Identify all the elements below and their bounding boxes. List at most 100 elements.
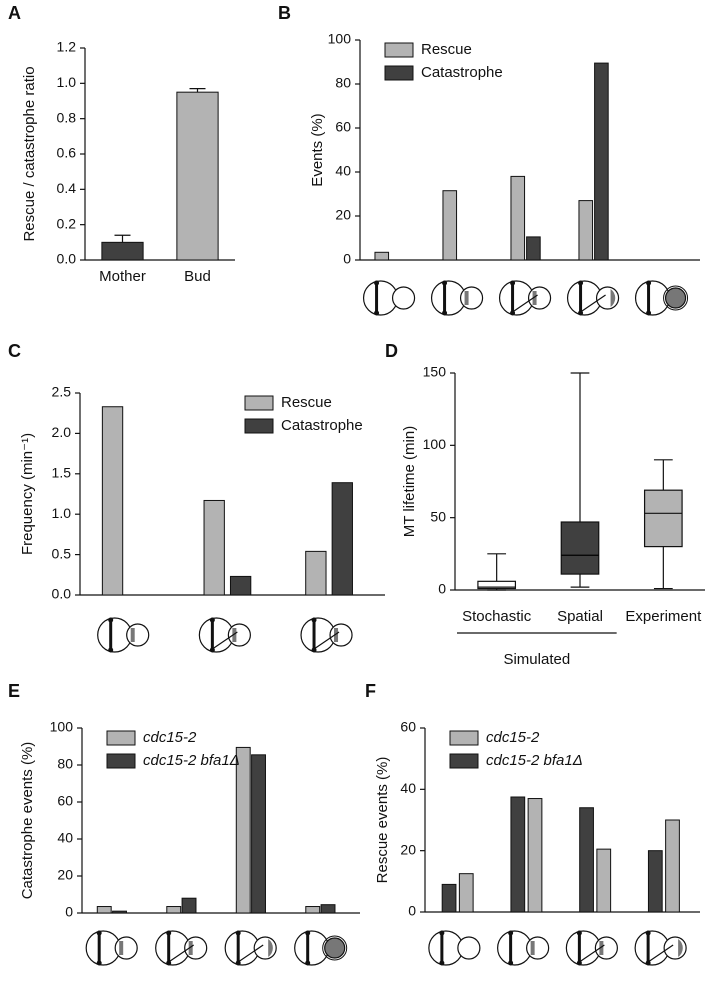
bud-neck-stripe — [232, 628, 237, 642]
microtubule — [313, 631, 340, 650]
y-tick-label: 0.0 — [52, 586, 72, 602]
y-tick-label: 60 — [335, 119, 351, 135]
bud-neck-stripe — [464, 291, 469, 305]
y-tick-label: 0.6 — [57, 145, 77, 161]
y-tick-label: 100 — [328, 31, 352, 47]
bar — [510, 796, 526, 913]
legend-swatch — [384, 65, 414, 81]
y-tick-label: 80 — [57, 756, 73, 772]
cell-bud — [126, 623, 150, 647]
bar — [510, 175, 526, 261]
panel-letter: B — [278, 3, 291, 23]
spb — [645, 930, 651, 936]
y-tick-label: 0.2 — [57, 215, 77, 231]
spb — [442, 310, 448, 316]
spb — [374, 310, 380, 316]
bar — [203, 499, 225, 596]
microtubule — [512, 294, 538, 313]
legend-label: Catastrophe — [281, 417, 363, 434]
bar — [596, 848, 612, 913]
bar — [320, 904, 336, 914]
x-tick-label: Experiment — [625, 608, 702, 625]
y-axis-label: Events (%) — [309, 113, 326, 186]
x-tick-label: Bud — [184, 268, 211, 285]
microtubule — [168, 944, 195, 963]
bar — [181, 897, 197, 914]
x-tick-label: Mother — [99, 268, 146, 285]
spb — [646, 280, 652, 286]
panel-letter: D — [385, 341, 398, 361]
cell-bud — [664, 287, 687, 309]
bar — [579, 807, 594, 913]
y-tick-label: 20 — [400, 841, 416, 857]
legend-swatch — [449, 753, 479, 769]
spb — [439, 960, 445, 966]
y-tick-label: 1.0 — [52, 505, 72, 521]
panel-letter: F — [365, 681, 376, 701]
bar — [647, 850, 663, 913]
y-tick-label: 0 — [408, 903, 416, 919]
bar — [305, 550, 327, 596]
spb — [510, 280, 516, 286]
x-tick-label: Stochastic — [462, 608, 532, 625]
y-tick-label: 0 — [438, 581, 446, 597]
bud-neck-stripe — [188, 941, 193, 955]
bar — [229, 575, 252, 596]
spb — [374, 280, 380, 286]
panel-letter: A — [8, 3, 21, 23]
cell-bud-outline — [322, 935, 348, 961]
bar — [112, 910, 127, 914]
y-tick-label: 1.5 — [52, 465, 72, 481]
spb — [311, 617, 317, 623]
error-bar — [189, 88, 206, 93]
cell-bud — [329, 623, 353, 647]
spb — [305, 930, 311, 936]
legend-swatch — [244, 395, 274, 411]
cell-bud — [184, 936, 208, 960]
bud-neck-stripe — [130, 628, 135, 642]
spb — [108, 617, 114, 623]
y-axis-label: Rescue events (%) — [374, 757, 391, 884]
y-tick-label: 100 — [423, 436, 447, 452]
spb — [96, 960, 102, 966]
bud-neck-stripe — [119, 941, 124, 955]
bud-cap — [268, 939, 273, 957]
y-tick-label: 0.5 — [52, 545, 72, 561]
bar — [441, 883, 457, 913]
cell-bud — [595, 286, 620, 310]
spb — [235, 930, 241, 936]
y-tick-label: 60 — [400, 719, 416, 735]
spb — [508, 930, 514, 936]
panel: F Rescue events (%) 0 20 40 60 cdc15-2 cdc15-2 … — [365, 681, 700, 966]
bar — [96, 906, 112, 914]
cell-bud — [459, 286, 484, 310]
box — [560, 521, 600, 575]
bud-cap — [610, 289, 616, 307]
y-tick-label: 100 — [50, 719, 74, 735]
legend-label: cdc15-2 bfa1Δ — [143, 752, 240, 769]
legend-label: Rescue — [421, 41, 472, 58]
cell-bud — [527, 286, 552, 310]
panel: B Events (%) 0 20 40 60 80 100 Rescue Catastrophe — [278, 3, 700, 316]
y-tick-label: 20 — [57, 867, 73, 883]
microtubule — [580, 294, 606, 313]
y-tick-label: 1.0 — [57, 74, 77, 90]
y-tick-label: 80 — [335, 75, 351, 91]
panel: E Catastrophe events (%) 0 20 40 60 80 100 cdc15… — [8, 681, 360, 966]
cell-bud — [457, 936, 481, 960]
bud-cap — [678, 939, 683, 957]
y-tick-label: 50 — [430, 508, 446, 524]
error-bar — [114, 234, 131, 243]
y-tick-label: 0 — [65, 904, 73, 920]
y-axis-label: Catastrophe events (%) — [19, 742, 36, 900]
spb — [439, 930, 445, 936]
panel: C Frequency (min⁻¹) 0.0 0.5 1.0 1.5 2.0 2.5 Resc… — [8, 341, 385, 653]
y-tick-label: 20 — [335, 207, 351, 223]
box — [643, 489, 683, 548]
panel: D MT lifetime (min) 0 50 100 150 Stochastic Spa… — [385, 341, 705, 668]
legend-label: cdc15-2 — [143, 729, 197, 746]
y-tick-label: 2.0 — [52, 424, 72, 440]
bar — [578, 200, 594, 261]
spb — [578, 280, 584, 286]
